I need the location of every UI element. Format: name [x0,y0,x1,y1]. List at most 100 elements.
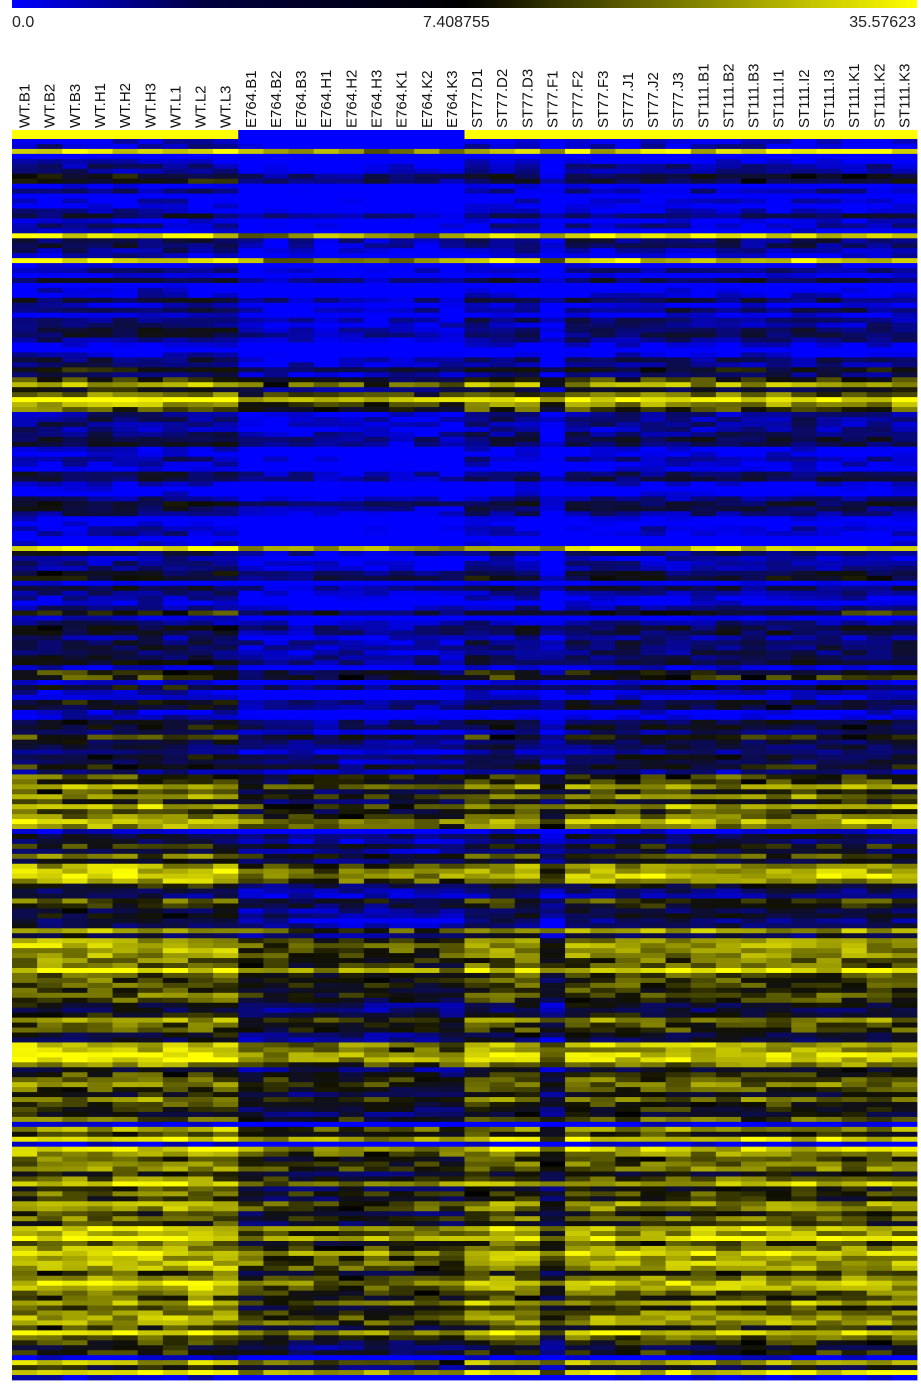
heatmap-cell [539,273,566,279]
heatmap-cell [565,352,591,358]
heatmap-cell [816,565,842,572]
heatmap-cell [715,590,742,597]
heatmap-cell [539,709,566,716]
heatmap-cell [87,610,113,616]
heatmap-cell [766,719,792,726]
heatmap-cell [715,491,742,497]
heatmap-cell [539,327,566,333]
heatmap-cell [891,506,918,512]
heatmap-cell [288,143,315,150]
heatmap-cell [213,203,239,209]
heatmap-cell [313,372,340,378]
heatmap-cell [665,148,692,155]
heatmap-cell [313,461,340,468]
heatmap-cell [37,362,63,368]
heatmap-cell [866,139,893,145]
heatmap-cell [539,660,566,666]
heatmap-cell [690,347,717,353]
heatmap-cell [615,565,641,572]
heatmap-cell [137,491,164,497]
heatmap-cell [288,377,315,383]
heatmap-cell [238,476,264,482]
heatmap-cell [791,660,817,666]
heatmap-cell [766,431,792,438]
heatmap-cell [791,421,817,428]
heatmap-cell [866,203,893,209]
heatmap-cell [37,694,63,701]
heatmap-cell [313,496,340,502]
heatmap-cell [187,297,214,304]
heatmap-cell [137,665,164,671]
heatmap-cell [363,699,390,706]
heatmap-cell [841,496,868,502]
heatmap-cell [338,724,365,731]
heatmap-cell [665,714,692,721]
heatmap-cell [338,471,365,477]
heatmap-cell [715,541,742,547]
heatmap-cell [162,382,189,388]
heatmap-cell [741,600,767,607]
heatmap-cell [338,615,365,621]
heatmap-cell [389,412,415,418]
heatmap-cell [414,501,440,507]
heatmap-cell [841,139,868,145]
heatmap-cell [187,585,214,592]
heatmap-cell [841,635,868,641]
heatmap-cell [891,322,918,329]
heatmap-cell [313,789,340,795]
heatmap-cell [640,769,667,775]
heatmap-cell [162,436,189,443]
heatmap-cell [690,203,717,209]
heatmap-cell [238,322,264,329]
heatmap-cell [263,223,289,229]
heatmap-cell [489,580,516,587]
heatmap-cell [238,749,264,755]
heatmap-cell [791,139,817,145]
heatmap-cell [213,382,239,388]
heatmap-cell [715,143,742,150]
heatmap-cell [514,699,541,706]
heatmap-cell [866,794,893,800]
heatmap-cell [891,292,918,299]
heatmap-cell [891,402,918,408]
heatmap-cell [665,809,692,815]
heatmap-cell [62,158,88,165]
heatmap-cell [62,794,88,800]
heatmap-cell [489,551,516,557]
heatmap-cell [891,273,918,279]
heatmap-cell [715,516,742,522]
heatmap-cell [439,526,465,532]
heatmap-cell [539,620,566,626]
heatmap-cell [187,531,214,537]
heatmap-cell [741,680,767,686]
heatmap-cell [464,178,491,185]
heatmap-cell [565,302,591,309]
heatmap-cell [363,178,390,185]
heatmap-cell [514,744,541,750]
heatmap-cell [263,188,289,194]
heatmap-cell [891,347,918,353]
heatmap-cell [741,258,767,264]
heatmap-cell [238,139,264,145]
heatmap-cell [489,516,516,522]
heatmap-cell [565,362,591,368]
heatmap-cell [137,531,164,537]
heatmap-cell [213,456,239,463]
heatmap-cell [338,685,365,691]
heatmap-cell [439,789,465,795]
heatmap-cell [414,590,440,597]
heatmap-cell [363,580,390,587]
heatmap-cell [615,421,641,428]
heatmap-cell [137,322,164,329]
heatmap-cell [816,287,842,294]
heatmap-cell [414,268,440,274]
heatmap-cell [238,392,264,398]
heatmap-cell [866,168,893,175]
heatmap-cell [338,501,365,507]
heatmap-cell [112,178,139,185]
heatmap-cell [665,317,692,324]
heatmap-cell [665,466,692,472]
heatmap-cell [389,327,415,333]
heatmap-cell [640,302,667,309]
heatmap-cell [37,436,63,443]
